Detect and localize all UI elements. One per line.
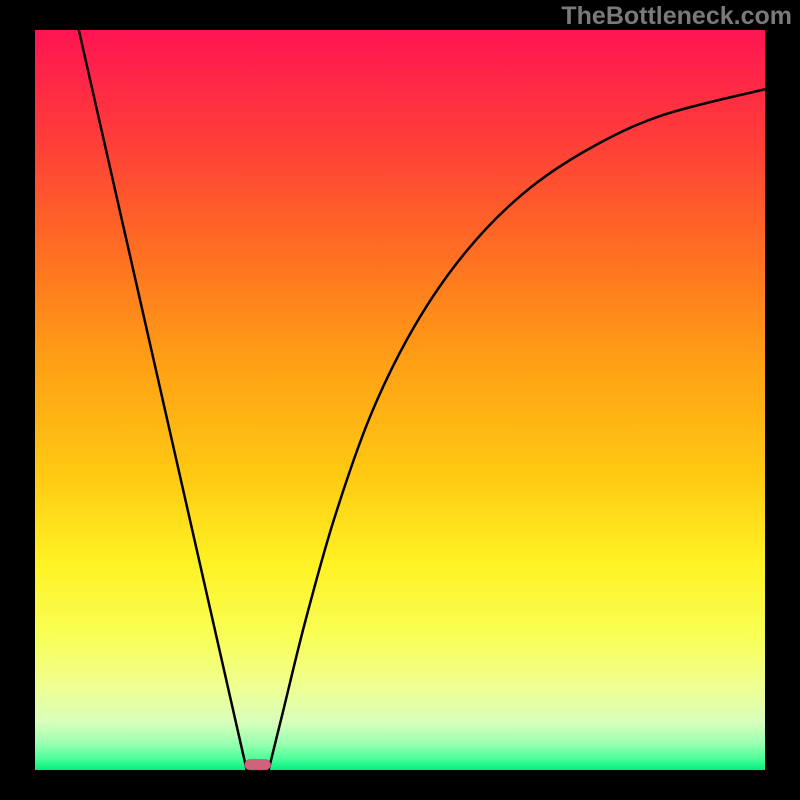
- plot-background: [35, 30, 765, 770]
- chart-container: TheBottleneck.com: [0, 0, 800, 800]
- valley-marker: [245, 760, 271, 770]
- chart-svg: [0, 0, 800, 800]
- watermark-text: TheBottleneck.com: [561, 2, 792, 31]
